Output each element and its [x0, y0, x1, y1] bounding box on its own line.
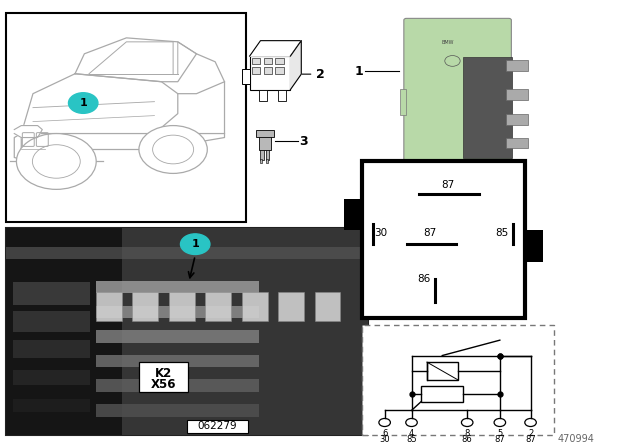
Circle shape — [17, 134, 96, 190]
Bar — [205, 292, 231, 321]
Polygon shape — [250, 41, 301, 56]
Circle shape — [180, 234, 210, 254]
Polygon shape — [14, 125, 42, 138]
Bar — [6, 13, 246, 222]
Bar — [169, 292, 195, 321]
Bar — [506, 60, 528, 71]
Bar — [139, 362, 188, 392]
Bar — [362, 325, 554, 435]
Bar — [260, 150, 264, 160]
FancyBboxPatch shape — [404, 18, 511, 168]
Text: 85: 85 — [495, 228, 509, 238]
Bar — [13, 282, 90, 305]
Bar — [187, 420, 248, 433]
Bar — [96, 379, 259, 392]
Text: K2: K2 — [155, 367, 172, 380]
Text: 87: 87 — [495, 435, 505, 444]
Text: 3: 3 — [300, 134, 308, 148]
Bar — [427, 362, 458, 380]
Bar — [525, 230, 543, 262]
Bar — [96, 292, 122, 321]
Text: 87: 87 — [442, 180, 455, 190]
Text: 85: 85 — [406, 435, 417, 444]
Bar — [259, 90, 267, 101]
Bar — [275, 57, 284, 64]
Bar — [506, 114, 528, 125]
Bar — [256, 130, 274, 137]
Polygon shape — [14, 134, 61, 161]
Bar — [96, 281, 259, 293]
Text: 2: 2 — [528, 429, 533, 438]
Bar — [463, 56, 512, 159]
Text: X56: X56 — [150, 378, 176, 391]
Bar — [6, 228, 368, 435]
Bar — [506, 90, 528, 100]
Bar — [506, 138, 528, 148]
Bar — [122, 228, 368, 435]
Bar — [6, 228, 122, 435]
Circle shape — [68, 93, 98, 113]
Bar — [400, 89, 406, 115]
Text: 5: 5 — [497, 429, 502, 438]
Text: 30: 30 — [374, 228, 388, 238]
Text: 1: 1 — [191, 239, 199, 249]
Bar — [362, 161, 525, 318]
Text: 87: 87 — [424, 228, 436, 238]
Bar — [13, 399, 90, 412]
Bar — [250, 56, 291, 90]
Bar — [96, 355, 259, 367]
Bar — [6, 247, 368, 259]
Text: 470994: 470994 — [557, 434, 595, 444]
Text: 86: 86 — [462, 435, 472, 444]
Text: 062279: 062279 — [198, 422, 237, 431]
Bar — [315, 292, 340, 321]
Bar — [259, 132, 271, 150]
Bar — [96, 404, 259, 417]
Text: BMW: BMW — [441, 39, 454, 44]
Bar — [278, 90, 286, 101]
Bar — [344, 199, 362, 230]
Bar — [266, 159, 268, 163]
Text: 4: 4 — [409, 429, 414, 438]
Text: 2: 2 — [316, 68, 324, 81]
Text: 30: 30 — [380, 435, 390, 444]
Bar — [96, 306, 259, 318]
Bar — [242, 69, 250, 84]
Polygon shape — [178, 82, 225, 134]
Polygon shape — [291, 41, 301, 90]
Bar — [96, 330, 259, 343]
Bar — [266, 150, 269, 160]
Bar — [13, 311, 90, 332]
Bar — [252, 57, 260, 64]
Bar — [264, 57, 272, 64]
Bar — [260, 159, 262, 163]
Bar — [242, 292, 268, 321]
Bar — [278, 292, 304, 321]
Bar — [264, 67, 272, 74]
Bar — [252, 67, 260, 74]
Text: 1: 1 — [354, 65, 363, 78]
Polygon shape — [75, 38, 196, 82]
Text: 87: 87 — [525, 435, 536, 444]
Polygon shape — [21, 134, 225, 150]
Text: 86: 86 — [417, 274, 430, 284]
Bar — [275, 67, 284, 74]
Text: 8: 8 — [465, 429, 470, 438]
Text: 6: 6 — [382, 429, 387, 438]
Polygon shape — [21, 74, 178, 134]
Bar — [13, 370, 90, 385]
Bar — [421, 386, 463, 401]
Bar — [13, 340, 90, 358]
Circle shape — [139, 125, 207, 173]
Text: 1: 1 — [79, 98, 87, 108]
Bar — [132, 292, 158, 321]
